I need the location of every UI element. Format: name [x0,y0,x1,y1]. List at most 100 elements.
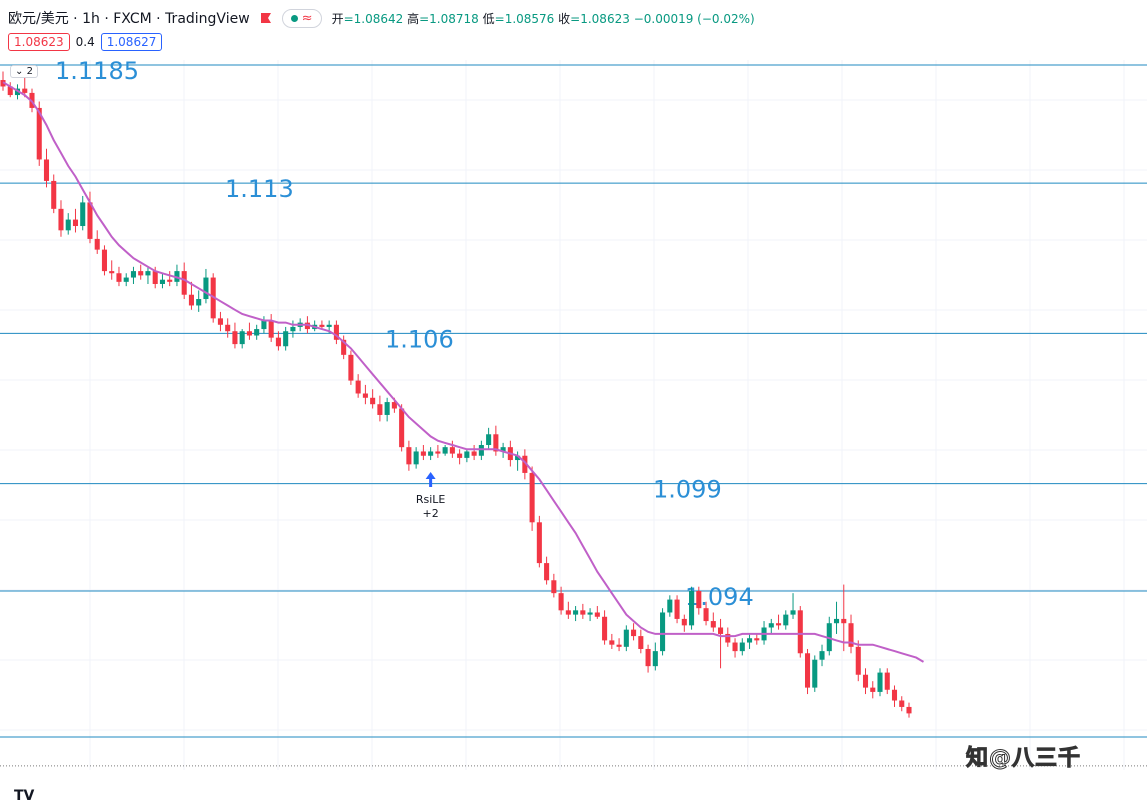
candle-body [80,202,86,227]
close-label: 收 [558,11,571,26]
candle-body [72,219,79,227]
candle-body [819,651,825,660]
candle-body [906,706,912,714]
candle-body [391,402,397,409]
candle-body [333,324,339,340]
signal-sublabel: +2 [423,507,439,520]
candle-body [638,636,644,649]
candle-body [152,271,158,284]
candle-body [594,612,600,617]
candle-body [718,627,724,634]
candle-body [457,453,463,458]
open-value: =1.08642 [343,11,404,26]
platform-label: TradingView [165,11,250,27]
candle-body [319,324,325,327]
candle-body [116,273,122,282]
candle-body [565,610,571,615]
candle-body [616,644,622,647]
symbol-title[interactable]: 欧元/美元 · 1h · FXCM · TradingView [8,8,250,28]
high-value: =1.08718 [419,11,479,26]
candle-body [478,445,484,456]
candle-body [631,629,637,637]
candle-body [7,86,13,96]
candle-body [181,271,187,295]
candle-body [667,599,673,613]
change-value: −0.00019 (−0.02%) [633,11,755,26]
candle-body [94,238,100,250]
candle-body [870,687,876,692]
collapse-indicators-button[interactable]: ⌄ 2 [10,65,38,78]
candle-body [399,408,405,448]
candle-body [471,451,477,456]
candle-body [239,331,245,345]
sell-price-button[interactable]: 1.08623 [8,33,70,51]
candle-body [841,618,847,624]
buy-price-button[interactable]: 1.08627 [100,33,163,51]
level-label: 1.094 [685,583,754,611]
candle-body [732,642,738,652]
candle-body [167,279,173,282]
candle-body [370,397,376,405]
indicator-count: 2 [26,66,33,77]
market-open-icon [290,14,298,22]
tradingview-logo[interactable]: TV [14,788,35,804]
candle-body [891,689,898,701]
flag-icon[interactable] [260,12,272,24]
candle-body [384,402,390,415]
spread-value: 0.4 [75,35,95,49]
candle-body [725,633,731,643]
candle-body [464,451,470,458]
candle-body [623,629,629,647]
candle-body [652,651,658,667]
candle-body [602,616,608,641]
market-status-pill[interactable]: ≈ [281,8,322,28]
candle-body [768,623,774,628]
candle-body [783,614,789,626]
candle-body [420,451,426,456]
candle-body [754,638,760,641]
candle-body [217,318,223,325]
candle-body [710,621,716,628]
exchange-label: FXCM [113,11,152,27]
candle-body [797,610,803,654]
candle-body [246,331,252,336]
candle-body [529,472,535,523]
high-label: 高 [407,11,420,26]
candle-body [145,271,151,276]
ohlc-values: 开=1.08642 高=1.08718 低=1.08576 收=1.08623 … [332,10,755,27]
candle-body [22,88,28,93]
candle-body [275,337,281,347]
candle-body [689,591,695,626]
candle-body [377,404,383,415]
close-value: =1.08623 [570,11,630,26]
candle-body [254,329,260,336]
candle-body [203,277,209,300]
watermark-text: 知@八三千 [965,746,1082,772]
candle-body [812,659,818,688]
candle-body [36,107,42,160]
candle-body [681,618,687,626]
candle-body [65,219,71,231]
candle-body [884,672,890,690]
level-label: 1.113 [225,175,294,203]
candle-body [326,324,332,327]
candle-body [196,299,202,306]
candle-body [522,455,528,473]
candle-body [188,294,194,306]
candle-body [232,331,238,345]
signal-label: RsiLE [416,493,446,506]
candle-body [123,277,129,282]
candle-body [486,434,492,446]
candle-body [587,612,593,615]
candle-body [515,455,521,461]
separator: · [156,11,161,27]
candle-body [225,324,231,332]
candle-body [435,451,441,454]
candle-body [739,642,745,652]
candle-body [862,674,869,688]
candle-body [580,610,586,615]
candle-body [58,208,64,231]
candle-body [833,618,840,624]
candle-body [428,451,434,456]
